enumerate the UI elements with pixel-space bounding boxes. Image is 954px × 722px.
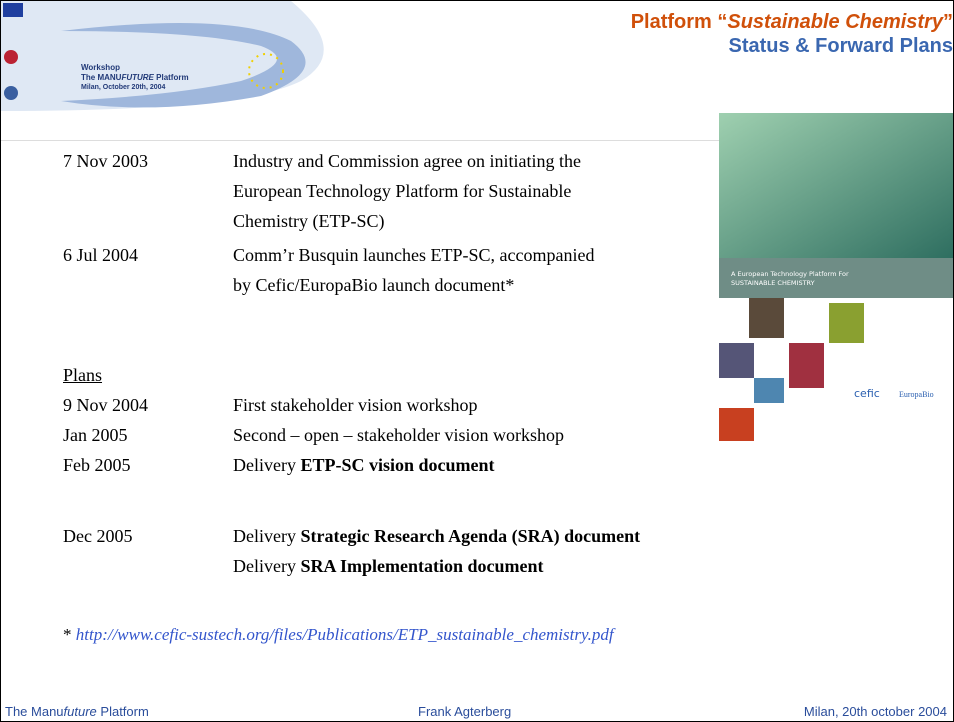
plan-text: Delivery Strategic Research Agenda (SRA)… <box>233 521 833 551</box>
text-part: Platform <box>97 704 149 719</box>
text-part: Sustainable Chemistry <box>727 11 943 33</box>
subtitle: Status & Forward Plans <box>729 35 954 58</box>
eu-flag <box>3 3 23 17</box>
date: 9 Nov 2004 <box>63 390 148 420</box>
text-part: Delivery <box>233 526 300 546</box>
cover-logo: EuropaBio <box>899 390 934 399</box>
tile <box>829 303 864 343</box>
slide: Workshop The MANUFUTURE Platform Milan, … <box>0 0 954 722</box>
date: 6 Jul 2004 <box>63 240 138 270</box>
footer-left: The Manufuture Platform <box>5 704 149 719</box>
footer-right: Milan, 20th october 2004 <box>804 704 947 719</box>
text-part: future <box>64 704 97 719</box>
cover-photo <box>719 113 954 258</box>
plans-heading: Plans <box>63 360 102 390</box>
tile <box>789 343 824 388</box>
workshop-platform: The MANUFUTURE Platform <box>81 73 189 83</box>
tile <box>754 378 784 403</box>
tile <box>719 343 754 378</box>
entry-text: Comm’r Busquin launches ETP-SC, accompan… <box>233 240 603 300</box>
footnote-mark: * <box>63 625 72 644</box>
text-part: The Manu <box>5 704 64 719</box>
date: Jan 2005 <box>63 420 128 450</box>
text-part: ETP-SC vision document <box>300 455 494 475</box>
cover-line2: SUSTAINABLE CHEMISTRY <box>731 279 815 287</box>
text-part: First stakeholder vision workshop <box>233 395 478 415</box>
footer-center: Frank Agterberg <box>418 704 511 719</box>
tile <box>719 408 754 441</box>
footnote: * http://www.cefic-sustech.org/files/Pub… <box>63 625 614 645</box>
text-part: The MANU <box>81 73 121 82</box>
text-part: Platform <box>154 73 189 82</box>
text-part: Strategic Research Agenda (SRA) document <box>300 526 640 546</box>
tile <box>749 298 784 338</box>
logo <box>4 50 18 64</box>
logo <box>4 86 18 100</box>
cover-line1: A European Technology Platform For <box>731 270 849 278</box>
workshop: Workshop <box>81 63 120 73</box>
title: Platform “Sustainable Chemistry” <box>631 11 953 34</box>
text-part: Delivery <box>233 556 300 576</box>
plan-text: Delivery SRA Implementation document <box>233 551 833 581</box>
cover-logo: cefic <box>854 387 880 400</box>
plan-text: Delivery ETP-SC vision document <box>233 450 833 480</box>
cover-image: A European Technology Platform For SUSTA… <box>719 113 954 441</box>
text-part: Delivery <box>233 455 300 475</box>
workshop-date: Milan, October 20th, 2004 <box>81 83 165 93</box>
footnote-link[interactable]: http://www.cefic-sustech.org/files/Publi… <box>76 625 614 644</box>
text-part: SRA Implementation document <box>300 556 543 576</box>
text-part: Second – open – stakeholder vision works… <box>233 425 564 445</box>
cover-band <box>719 258 954 298</box>
date: Dec 2005 <box>63 521 132 551</box>
entry-text: Industry and Commission agree on initiat… <box>233 146 603 236</box>
text-part: Platform “ <box>631 11 728 33</box>
text-part: ” <box>943 11 953 33</box>
text-part: FUTURE <box>121 73 153 82</box>
date: Feb 2005 <box>63 450 131 480</box>
date: 7 Nov 2003 <box>63 146 148 176</box>
